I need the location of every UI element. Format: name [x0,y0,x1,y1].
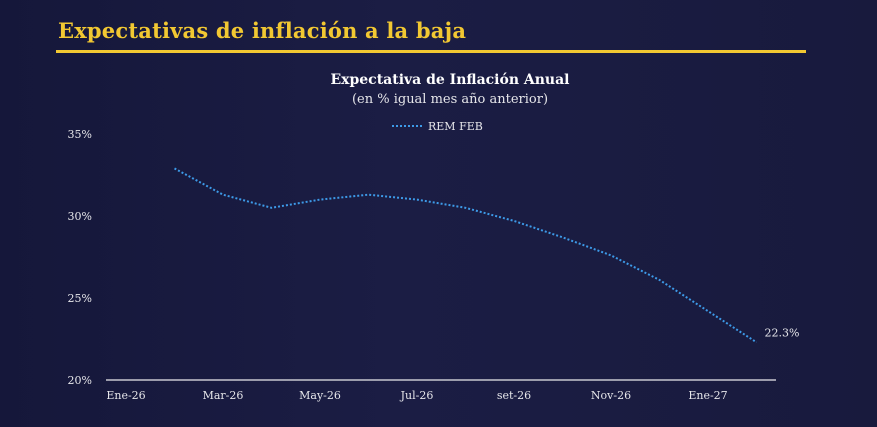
x-tick-label: Ene-26 [106,389,145,402]
y-tick-label: 20% [68,374,92,387]
y-tick-label: 35% [68,128,92,141]
x-tick-label: Ene-27 [688,389,727,402]
data-labels: 22.3% [765,326,800,339]
series-line-rem-feb [174,167,758,344]
chart-title: Expectativa de Inflación Anual [330,72,569,88]
x-axis: Ene-26 Mar-26 May-26 Jul-26 set-26 Nov-26 Ene-… [106,379,776,402]
slide-title: Expectativas de inflación a la baja [58,18,467,43]
chart-legend: REM FEB [392,120,483,133]
y-tick-label: 30% [68,210,92,223]
chart-subtitle: (en % igual mes año anterior) [352,92,548,107]
title-underline [56,50,806,53]
x-tick-label: Nov-26 [591,389,631,402]
data-label-last-point: 22.3% [765,326,800,339]
x-tick-label: Mar-26 [203,389,244,402]
legend-label-rem-feb: REM FEB [428,120,483,133]
x-tick-label: Jul-26 [400,389,434,402]
x-tick-label: May-26 [299,389,341,402]
y-tick-label: 25% [68,292,92,305]
series-rem-feb [174,167,758,344]
x-tick-label: set-26 [497,389,531,402]
y-axis: 35% 30% 25% 20% [68,128,92,387]
